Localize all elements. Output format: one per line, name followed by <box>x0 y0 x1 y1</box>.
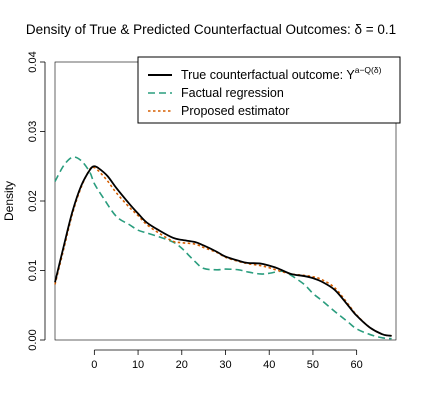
chart-title: Density of True & Predicted Counterfactu… <box>26 22 396 37</box>
y-axis-label: Density <box>2 181 16 221</box>
y-tick-label: 0.04 <box>27 51 39 72</box>
legend-label-proposed: Proposed estimator <box>181 104 289 118</box>
legend-box <box>137 56 401 124</box>
x-tick-label: 30 <box>219 359 231 371</box>
legend-label-true: True counterfactual outcome: Ya−Q(δ) <box>181 65 382 82</box>
x-tick-label: 10 <box>132 359 144 371</box>
series-layer <box>54 156 392 340</box>
series-line-factual <box>54 156 392 340</box>
series-line-true <box>54 165 392 337</box>
axes-layer: 0 10 20 30 40 50 60 0.00 0.01 0.02 0.03 0.04 <box>27 51 363 371</box>
y-tick-label: 0.00 <box>27 329 39 350</box>
x-tick-label: 20 <box>176 359 188 371</box>
legend-label-factual: Factual regression <box>181 86 284 100</box>
y-tick-label: 0.01 <box>27 260 39 281</box>
x-tick-label: 40 <box>263 359 275 371</box>
legend-label-true-superscript: a−Q(δ) <box>355 65 382 75</box>
y-tick-label: 0.02 <box>27 190 39 211</box>
x-tick-label: 60 <box>351 359 363 371</box>
x-tick-label: 0 <box>91 359 97 371</box>
legend: True counterfactual outcome: Ya−Q(δ) Fac… <box>137 56 401 124</box>
x-tick-label: 50 <box>307 359 319 371</box>
y-tick-label: 0.03 <box>27 121 39 142</box>
series-line-proposed <box>54 166 392 337</box>
